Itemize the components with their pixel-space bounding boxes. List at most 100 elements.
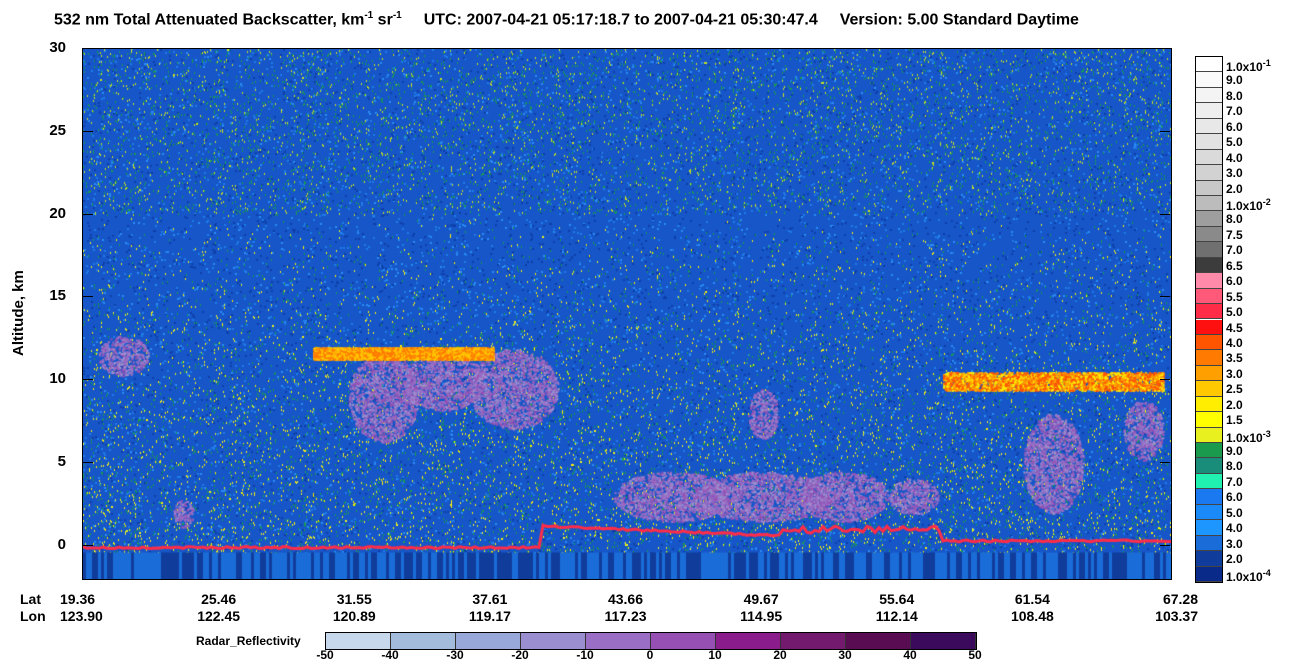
colorbar-segment [1196,319,1222,335]
colorbar-segment [1196,149,1222,166]
colorbar-label-mantissa: 9.0 [1226,73,1243,88]
radar-colorbar-segment [521,633,586,649]
y-tick-10: 10 [49,370,66,388]
lon-value: 114.95 [740,608,783,624]
colorbar-label: 7.0 [1226,104,1243,118]
colorbar-label: 5.0 [1226,305,1243,319]
colorbar-segment [1196,458,1222,474]
colorbar-label: 3.0 [1226,367,1243,381]
colorbar-label: 2.0 [1226,552,1243,566]
lat-value: 67.28 [1162,591,1198,607]
colorbar-label-mantissa: 7.0 [1226,104,1243,119]
colorbar-label-mantissa: 6.5 [1226,258,1243,273]
backscatter-plot [82,48,1172,580]
y-tick-mark [1160,130,1170,132]
lat-value: 37.61 [472,591,508,607]
colorbar-label-mantissa: 8.0 [1226,212,1243,227]
radar-colorbar-segment [586,633,651,649]
colorbar-segment [1196,257,1222,274]
radar-tick--50: -50 [316,648,334,662]
colorbar-label: 2.0 [1226,182,1243,196]
radar-tick--10: -10 [576,648,594,662]
y-tick-mark [83,296,93,298]
y-tick-0: 0 [57,535,66,553]
lon-row-label: Lon [20,608,46,624]
colorbar-segment [1196,412,1222,428]
colorbar-label-mantissa: 8.0 [1226,88,1243,103]
radar-tick-10: 10 [708,648,722,662]
colorbar-label: 8.0 [1226,459,1243,473]
colorbar-label-mantissa: 5.0 [1226,305,1243,320]
colorbar-label-mantissa: 7.0 [1226,474,1243,489]
colorbar-segment [1196,566,1222,582]
lon-value: 119.17 [468,608,511,624]
lon-value: 117.23 [604,608,647,624]
lat-value: 43.66 [607,591,644,607]
colorbar-segment [1196,180,1222,196]
colorbar-label: 1.0x10-1 [1226,58,1271,74]
radar-tick--40: -40 [381,648,399,662]
colorbar-label-mantissa: 4.0 [1226,335,1243,350]
colorbar-segment [1196,350,1222,366]
colorbar-label: 7.0 [1226,243,1243,257]
radar-tick-0: 0 [646,648,654,662]
colorbar-label: 8.0 [1226,89,1243,103]
y-axis-label: Altitude, km [10,270,27,356]
radar-colorbar-segment [651,633,716,649]
radar-colorbar-segment [326,633,391,649]
title-utc: UTC: 2007-04-21 05:17:18.7 to 2007-04-21… [423,11,818,29]
colorbar-segment [1196,273,1222,289]
title-main: 532 nm Total Attenuated Backscatter, km [54,11,365,29]
colorbar-label: 4.0 [1226,521,1243,535]
colorbar-label: 2.0 [1226,398,1243,412]
lat-value: 19.36 [60,591,96,607]
colorbar-segment [1196,489,1222,505]
y-tick-mark [83,544,93,546]
lon-value: 122.45 [197,608,241,624]
radar-tick--20: -20 [511,648,529,662]
colorbar-label: 5.5 [1226,290,1243,304]
colorbar-segment [1196,551,1222,567]
colorbar-label-exponent: -4 [1262,567,1271,578]
colorbar-label: 4.0 [1226,151,1243,165]
radar-tick-20: 20 [773,648,787,662]
colorbar-segment [1196,288,1222,305]
colorbar-label: 7.5 [1226,228,1243,242]
y-tick-mark [83,130,93,132]
radar-colorbar-segment [716,633,781,649]
colorbar-segment [1196,103,1222,119]
colorbar-label: 1.0x10-4 [1226,568,1271,584]
colorbar-segment [1196,165,1222,181]
colorbar-label: 1.5 [1226,413,1243,427]
y-tick-mark [1160,462,1170,464]
colorbar-label-mantissa: 2.5 [1226,382,1243,397]
title-version: Version: 5.00 Standard Daytime [839,11,1079,29]
colorbar-label-mantissa: 1.0x10 [1226,198,1263,213]
colorbar-label: 9.0 [1226,444,1243,458]
colorbar-label-mantissa: 9.0 [1226,444,1243,459]
backscatter-colorbar [1195,56,1223,583]
y-tick-mark [1160,379,1170,381]
radar-tick-30: 30 [838,648,852,662]
lat-value: 55.64 [879,591,915,607]
colorbar-label-mantissa: 3.0 [1226,536,1243,551]
colorbar-label-mantissa: 2.0 [1226,552,1243,567]
colorbar-label-mantissa: 4.5 [1226,320,1243,335]
colorbar-label-mantissa: 2.0 [1226,397,1243,412]
colorbar-label: 8.0 [1226,212,1243,226]
y-tick-25: 25 [49,121,66,139]
colorbar-label-mantissa: 5.5 [1226,289,1243,304]
radar-tick--30: -30 [446,648,464,662]
lon-value: 103.37 [1155,608,1198,624]
colorbar-label-mantissa: 1.0x10 [1226,60,1263,74]
colorbar-label-mantissa: 1.5 [1226,413,1243,428]
colorbar-segment [1196,242,1222,258]
colorbar-label-mantissa: 7.5 [1226,227,1243,242]
lat-value: 61.54 [1014,591,1050,607]
colorbar-segment [1196,334,1222,351]
colorbar-segment [1196,57,1222,73]
colorbar-label-exponent: -2 [1262,196,1271,207]
y-tick-mark [1160,213,1170,215]
colorbar-label: 5.0 [1226,506,1243,520]
colorbar-segment [1196,72,1222,88]
